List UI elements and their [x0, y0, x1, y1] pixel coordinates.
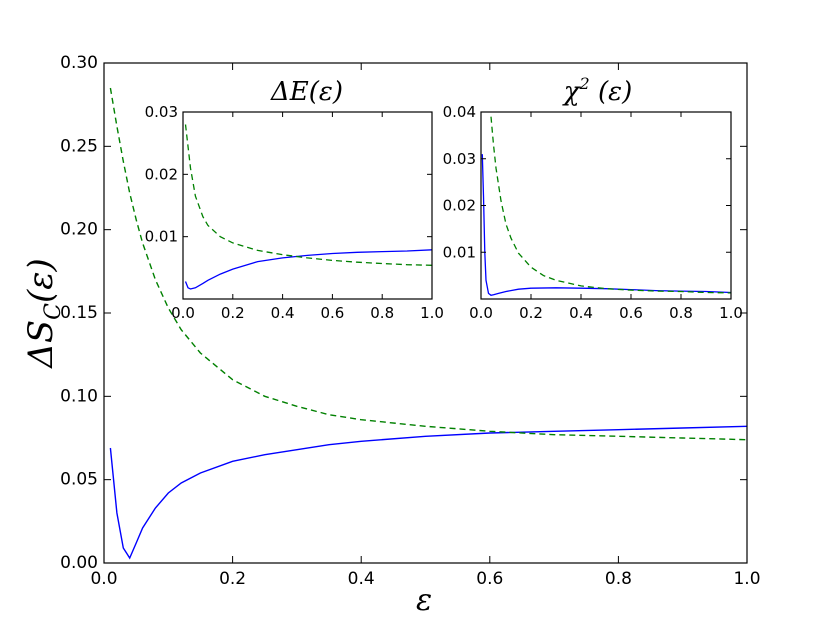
- inset-chi-x-tick-label: 0.0: [469, 304, 493, 322]
- main-y-tick-label: 0.15: [60, 303, 98, 323]
- main-x-tick-label: 0.4: [348, 569, 375, 589]
- inset-energy-y-tick-label: 0.02: [145, 165, 178, 183]
- main-solid-series-line: [109, 425, 747, 560]
- inset-energy-dashed-series-line: [184, 124, 432, 266]
- inset-energy-axes-frame: [182, 111, 433, 300]
- main-x-tick-label: 0.0: [90, 569, 117, 589]
- inset-energy-x-tick-label: 0.6: [320, 304, 344, 322]
- main-y-tick-label: 0.30: [60, 53, 98, 73]
- inset-chi-squared-title: χ2 (ε): [562, 74, 632, 107]
- main-y-tick-label: 0.00: [60, 553, 98, 573]
- main-y-tick-label: 0.25: [60, 136, 98, 156]
- inset-chi-solid-series-line: [481, 154, 731, 296]
- main-chart: 0.0 0.2 0.4 0.6 0.8 1.0 0.00 0.05 0.10 0.15 0.20 0.…: [60, 53, 760, 589]
- main-y-tick-label: 0.20: [60, 220, 98, 240]
- inset-energy-x-tick-label: 0.0: [171, 304, 195, 322]
- inset-chi-x-tick-label: 0.4: [569, 304, 593, 322]
- main-x-tick-label: 1.0: [733, 569, 760, 589]
- inset-energy-chart: 0.0 0.2 0.4 0.6 0.8 1.0 0.01 0.02 0.03: [145, 103, 444, 322]
- inset-energy-y-tick-label: 0.01: [145, 228, 178, 246]
- inset-chi-y-tick-label: 0.02: [443, 197, 476, 215]
- inset-chi-y-tick-label: 0.03: [443, 150, 476, 168]
- inset-chi-y-tick-label: 0.04: [443, 103, 476, 121]
- inset-energy-x-tick-label: 0.2: [221, 304, 245, 322]
- inset-chi-dashed-series-line: [490, 116, 731, 294]
- inset-energy-x-tick-label: 0.8: [370, 304, 394, 322]
- inset-energy-x-tick-label: 0.4: [271, 304, 295, 322]
- main-x-tick-label: 0.2: [219, 569, 246, 589]
- inset-chi-y-tick-label: 0.01: [443, 243, 476, 261]
- main-x-tick-label: 0.8: [605, 569, 632, 589]
- inset-chi-x-tick-label: 0.8: [669, 304, 693, 322]
- inset-energy-x-tick-label: 1.0: [420, 304, 444, 322]
- inset-chi-x-tick-label: 0.2: [519, 304, 543, 322]
- main-x-tick-label: 0.6: [476, 569, 503, 589]
- main-y-axis-label: ΔSC(ε): [21, 258, 66, 369]
- main-dashed-series-line: [109, 87, 747, 441]
- inset-energy-y-tick-label: 0.03: [145, 103, 178, 121]
- inset-energy-solid-series-line: [184, 249, 432, 290]
- main-y-tick-label: 0.10: [60, 386, 98, 406]
- main-y-tick-label: 0.05: [60, 470, 98, 490]
- inset-chi-squared-chart: 0.0 0.2 0.4 0.6 0.8 1.0 0.01 0.02 0.03 0.04: [443, 103, 743, 322]
- inset-energy-title: ΔE(ε): [270, 77, 343, 107]
- inset-chi-x-tick-label: 1.0: [719, 304, 743, 322]
- main-x-axis-label: ε: [416, 583, 432, 618]
- inset-chi-x-tick-label: 0.6: [619, 304, 643, 322]
